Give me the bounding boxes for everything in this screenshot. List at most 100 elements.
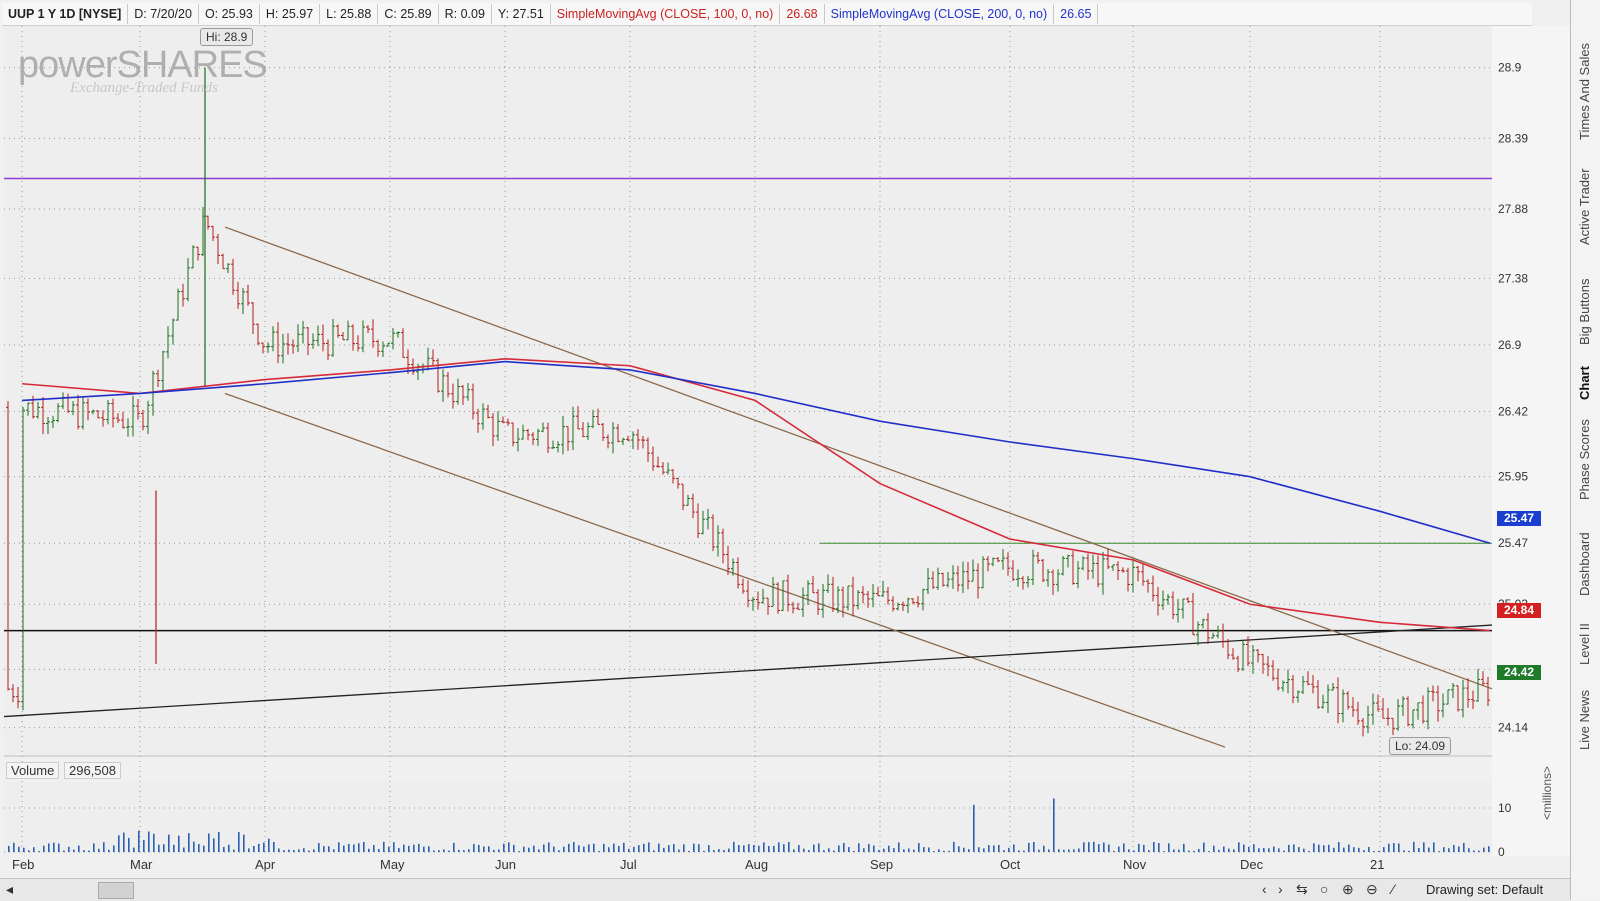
zoom-in-icon[interactable]: ⊕ bbox=[1342, 881, 1354, 897]
volume-bar bbox=[773, 845, 775, 852]
volume-bar bbox=[723, 850, 725, 852]
volume-bar bbox=[628, 848, 630, 852]
zoom-out-icon[interactable]: ⊖ bbox=[1366, 881, 1378, 897]
volume-bar bbox=[423, 846, 425, 852]
volume-bar bbox=[523, 846, 525, 852]
volume-label: Volume bbox=[6, 762, 60, 779]
volume-bar bbox=[1093, 841, 1095, 852]
volume-bar bbox=[378, 849, 380, 852]
drawing-tool-icon[interactable]: ∕ bbox=[1392, 881, 1395, 897]
price-axis-area bbox=[1492, 26, 1570, 856]
volume-bar bbox=[408, 845, 410, 852]
volume-bar bbox=[558, 850, 560, 852]
drawing-set-label[interactable]: Drawing set: Default bbox=[1426, 882, 1544, 897]
volume-bar bbox=[98, 848, 100, 852]
volume-bar bbox=[518, 851, 520, 852]
volume-bar bbox=[533, 845, 535, 852]
volume-bar bbox=[1023, 850, 1025, 852]
volume-bar bbox=[1438, 851, 1440, 852]
volume-bar bbox=[508, 842, 510, 852]
volume-bar bbox=[1243, 844, 1245, 852]
x-tick-label: Feb bbox=[12, 857, 34, 872]
volume-bar bbox=[38, 851, 40, 852]
time-scrollbar-thumb[interactable] bbox=[98, 882, 134, 899]
x-tick-label: Nov bbox=[1123, 857, 1147, 872]
price-chart[interactable]: 28.9 28.39 27.88 27.38 26.9 26.42 25.95 25.47 25… bbox=[0, 0, 1570, 878]
reset-icon[interactable]: ○ bbox=[1320, 881, 1329, 897]
volume-bar bbox=[918, 842, 920, 852]
tab-active-trader[interactable]: Active Trader bbox=[1577, 168, 1592, 245]
volume-bar bbox=[158, 844, 160, 852]
volume-bar bbox=[1163, 851, 1165, 852]
volume-bar bbox=[1178, 849, 1180, 852]
volume-bar bbox=[133, 847, 135, 852]
volume-bar bbox=[828, 848, 830, 852]
sma200-label[interactable]: SimpleMovingAvg (CLOSE, 200, 0, no) bbox=[825, 4, 1055, 24]
volume-bar bbox=[343, 845, 345, 852]
volume-bar bbox=[1418, 848, 1420, 852]
volume-bar bbox=[1138, 843, 1140, 852]
volume-bar bbox=[1473, 850, 1475, 852]
volume-bar bbox=[833, 850, 835, 852]
y-tick-label: 24.14 bbox=[1498, 721, 1528, 735]
volume-bar bbox=[923, 847, 925, 852]
volume-bar bbox=[258, 843, 260, 852]
tab-dashboard[interactable]: Dashboard bbox=[1577, 532, 1592, 596]
volume-bar bbox=[348, 843, 350, 852]
x-tick-label: Jun bbox=[495, 857, 516, 872]
volume-bar bbox=[1173, 849, 1175, 852]
symbol-label[interactable]: UUP 1 Y 1D [NYSE] bbox=[2, 4, 129, 24]
volume-bar bbox=[383, 841, 385, 852]
bottom-toolbar: ◂ ‹ › ⇆ ○ ⊕ ⊖ ∕ Drawing set: Default bbox=[0, 878, 1570, 901]
volume-bar bbox=[683, 844, 685, 852]
scroll-left-icon[interactable]: ◂ bbox=[6, 881, 14, 897]
volume-bar bbox=[1368, 846, 1370, 852]
tab-chart[interactable]: Chart bbox=[1577, 366, 1592, 400]
y-tick-label: 26.42 bbox=[1498, 404, 1528, 418]
volume-bar bbox=[103, 842, 105, 852]
tab-times-and-sales[interactable]: Times And Sales bbox=[1577, 42, 1592, 140]
volume-bar bbox=[998, 844, 1000, 852]
pan-icon[interactable]: ⇆ bbox=[1296, 881, 1308, 897]
volume-tick-label: 0 bbox=[1498, 845, 1505, 859]
volume-bar bbox=[1443, 847, 1445, 852]
volume-bar bbox=[848, 847, 850, 852]
volume-bar bbox=[478, 844, 480, 852]
volume-bar bbox=[223, 846, 225, 852]
tab-phase-scores[interactable]: Phase Scores bbox=[1577, 419, 1592, 500]
volume-bar bbox=[1073, 849, 1075, 852]
x-tick-label: Oct bbox=[1000, 857, 1021, 872]
scroll-prev-icon[interactable]: ‹ bbox=[1262, 881, 1267, 897]
volume-bar bbox=[1253, 844, 1255, 852]
volume-bar bbox=[893, 848, 895, 852]
range-readout: R: 0.09 bbox=[439, 4, 492, 24]
volume-bar bbox=[1298, 847, 1300, 852]
sma200-line bbox=[21, 360, 1491, 544]
volume-bar bbox=[1288, 844, 1290, 852]
volume-bar bbox=[1433, 842, 1435, 852]
volume-bar bbox=[643, 843, 645, 852]
volume-bar bbox=[793, 849, 795, 852]
tab-level-ii[interactable]: Level II bbox=[1577, 623, 1592, 665]
chart-header: UUP 1 Y 1D [NYSE] D: 7/20/20 O: 25.93 H:… bbox=[2, 3, 1532, 26]
volume-bar bbox=[1313, 843, 1315, 852]
volume-bar bbox=[458, 849, 460, 852]
volume-bar bbox=[358, 843, 360, 852]
volume-bar bbox=[758, 845, 760, 852]
volume-bar bbox=[1208, 851, 1210, 852]
tab-live-news[interactable]: Live News bbox=[1577, 690, 1592, 750]
volume-bar bbox=[543, 844, 545, 852]
x-tick-label: 21 bbox=[1370, 857, 1384, 872]
sma100-label[interactable]: SimpleMovingAvg (CLOSE, 100, 0, no) bbox=[551, 4, 781, 24]
volume-bar bbox=[453, 842, 455, 852]
volume-bar bbox=[228, 844, 230, 852]
volume-bar bbox=[678, 849, 680, 852]
volume-bar bbox=[1153, 842, 1155, 852]
hi-annotation: Hi: 28.9 bbox=[200, 28, 254, 46]
scroll-next-icon[interactable]: › bbox=[1278, 881, 1283, 897]
tab-big-buttons[interactable]: Big Buttons bbox=[1577, 278, 1592, 346]
volume-bar bbox=[603, 843, 605, 852]
sma100-line bbox=[21, 357, 1491, 632]
volume-bar bbox=[1133, 850, 1135, 852]
volume-bar bbox=[1423, 842, 1425, 852]
